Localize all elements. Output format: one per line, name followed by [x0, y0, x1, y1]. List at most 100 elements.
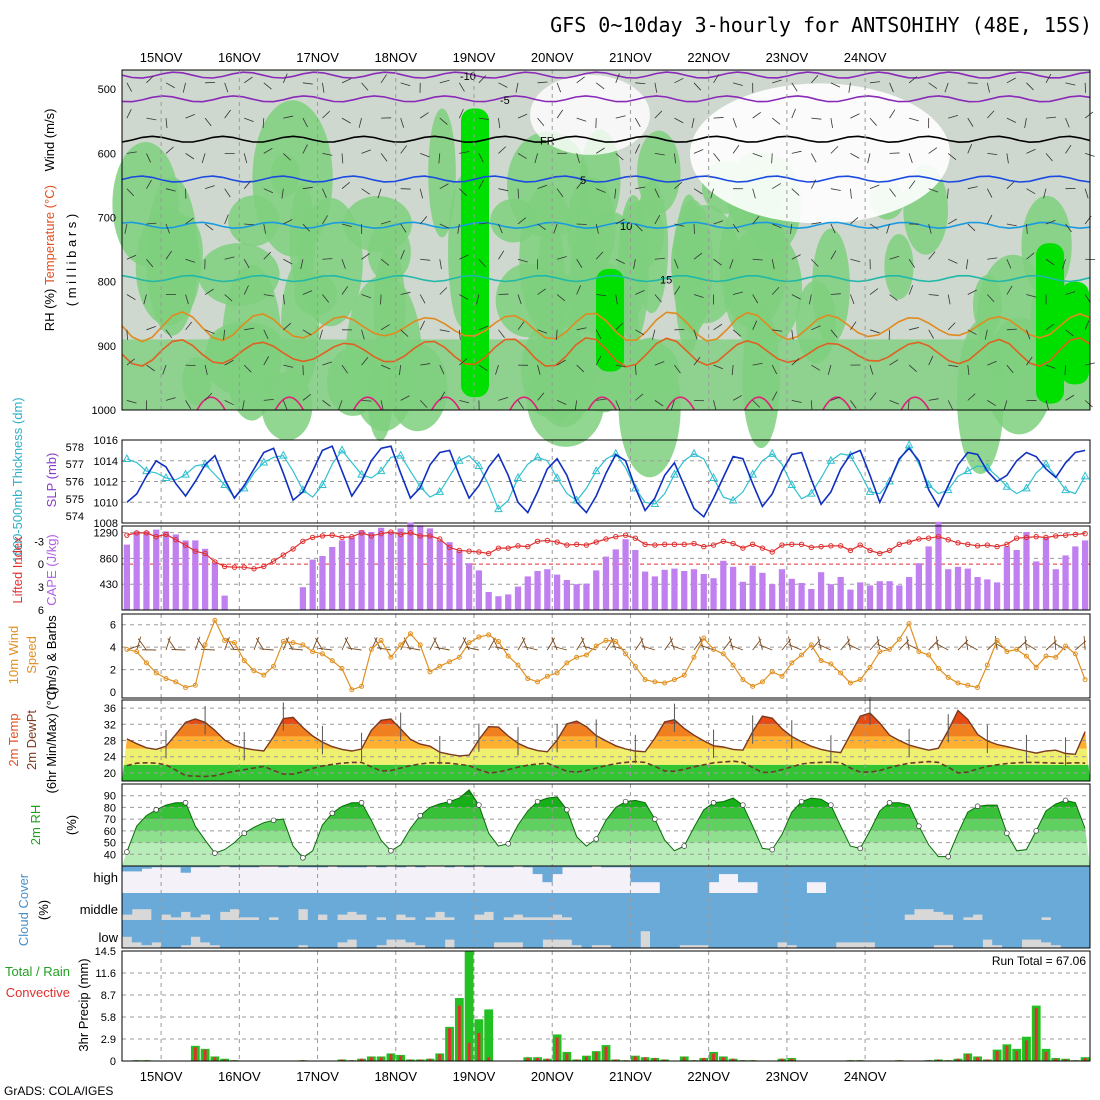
rh-point [974, 803, 981, 810]
wind-barb [165, 82, 175, 89]
li-tick-label: -3 [34, 536, 44, 548]
wind-barb [810, 400, 813, 411]
cloud-cover-cell [708, 866, 719, 883]
lifted-index-point [1062, 532, 1069, 538]
lifted-index-point [965, 541, 971, 548]
wind-barb [693, 356, 701, 366]
day-label-top: 20NOV [531, 50, 574, 65]
temperature-panel: 36 32 28 24 20 [104, 696, 1091, 782]
wind-speed-point [681, 672, 687, 678]
precip-convective-bar [780, 1058, 784, 1061]
precip-convective-bar [428, 1058, 432, 1061]
wind-barb [243, 285, 249, 295]
cloud-cover-cell [933, 866, 944, 893]
precip-convective-bar [1083, 1057, 1087, 1061]
wind-barb [400, 117, 405, 128]
wind-barb [1084, 320, 1090, 330]
wind-barb [263, 356, 270, 366]
temp-band [122, 700, 1090, 708]
cloud-ylabel: Cloud Cover [16, 873, 31, 946]
cape-bar [495, 596, 502, 610]
cloud-cover-cell [982, 866, 993, 893]
wind-speed-point [163, 676, 169, 682]
lifted-index-point [544, 537, 551, 544]
wind-barb [772, 329, 783, 332]
chart-title: GFS 0~10day 3-hourly for ANTSOHIHY (48E,… [550, 13, 1092, 37]
wind-barb [986, 188, 993, 198]
lifted-index-point [446, 544, 453, 551]
wind-barb [347, 647, 362, 651]
wind-barb [341, 78, 352, 84]
cloud-cover-cell [1080, 866, 1091, 893]
wind-barb [595, 251, 604, 260]
lifted-index-point [388, 529, 394, 535]
wind-barb [713, 74, 720, 84]
cloud-cover-cell [200, 920, 211, 943]
wind-barb [551, 636, 558, 651]
cloud-cover-cell [679, 920, 690, 946]
thickness-tick-label: 578 [66, 442, 84, 454]
wind-barb [146, 75, 154, 84]
wind-barb [635, 329, 645, 336]
wind-barb [361, 82, 369, 91]
wind-speed-point [535, 679, 541, 685]
cloud-cover-cell [923, 920, 935, 948]
wind-barb [889, 109, 896, 119]
cloud-cover-cell [982, 920, 993, 940]
rh-tick-label: 80 [104, 802, 116, 814]
wind-barb [244, 223, 255, 226]
lifted-index-point [896, 541, 903, 548]
wind-barb [1026, 356, 1033, 366]
wind-speed-point [261, 672, 267, 678]
upper-tick-label: 900 [98, 341, 116, 353]
cloud-cover-cell [777, 920, 788, 943]
wind-barb [204, 223, 214, 231]
thickness-point [1022, 483, 1031, 492]
wind-barb [810, 179, 817, 189]
wind-barb [713, 323, 723, 331]
cloud-cover-cell [816, 866, 827, 883]
rh-shade-blob [270, 154, 300, 197]
upper-tick-label: 1000 [92, 405, 116, 417]
lifted-index-point [143, 530, 150, 536]
wind-barb [315, 637, 323, 651]
lifted-index-ylabel: Lifted Index [10, 536, 25, 604]
cloud-cover-cell [855, 866, 866, 893]
cloud-cover-cell [170, 920, 182, 948]
wind-barb [400, 291, 411, 295]
rh-saturated-column [1061, 281, 1089, 385]
cloud-cover-cell [258, 920, 270, 948]
cloud-cover-cell [1002, 893, 1013, 920]
cloud-cover-cell [337, 893, 348, 915]
cape-bar [749, 565, 756, 610]
precip-convective-bar [643, 1057, 647, 1061]
lifted-index-point [319, 533, 326, 539]
wind-barb [928, 82, 938, 89]
cloud-cover-cell [933, 893, 944, 912]
cloud-cover-cell [1070, 920, 1081, 948]
cloud-cover-cell [229, 893, 240, 910]
wind-barb [907, 400, 910, 411]
wind-barb [244, 117, 254, 122]
wind-barb [406, 647, 421, 651]
wind-barb [615, 258, 625, 265]
wind-speed-point [241, 658, 247, 664]
cloud-cover-cell [415, 893, 426, 920]
cape-bar [446, 542, 453, 610]
precip-tick-label: 11.6 [95, 968, 116, 980]
cloud-cover-cell [894, 866, 905, 893]
wind-barb [282, 400, 288, 410]
cloud-cover-cell [786, 920, 798, 946]
rh-point [681, 843, 687, 849]
cloud-cover-cell [982, 893, 993, 920]
cape-bar [211, 562, 219, 610]
lifted-index-point [349, 533, 355, 540]
wind-barb [517, 400, 524, 409]
wind-barb [263, 398, 274, 401]
cloud-cover-cell [474, 893, 485, 915]
cape-bar [984, 579, 991, 610]
precip-convective-bar [663, 1059, 667, 1061]
wind-speed-point [124, 646, 130, 652]
wind-barb [947, 322, 956, 331]
cloud-cover-cell [874, 893, 886, 920]
